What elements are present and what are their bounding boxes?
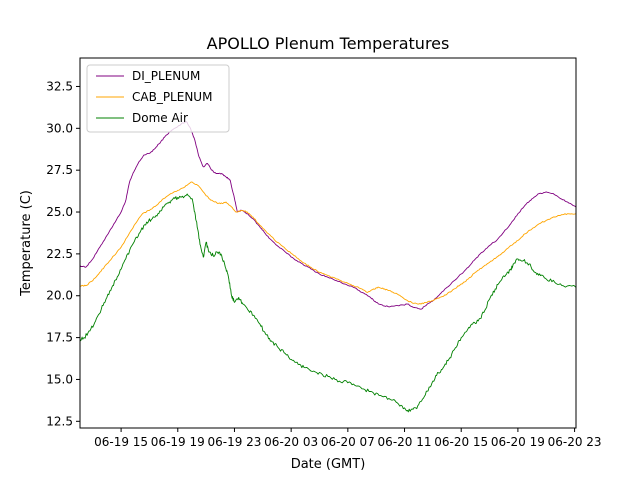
x-tick-label: 06-20 11: [378, 435, 432, 449]
x-axis-label: Date (GMT): [291, 457, 366, 472]
x-tick-label: 06-19 15: [94, 435, 148, 449]
y-axis: 12.5 15.0 17.5 20.0 22.5 25.0 27.5 30.0 32.5: [46, 79, 80, 428]
y-tick-label: 12.5: [46, 414, 73, 428]
legend-label: DI_PLENUM: [132, 69, 200, 83]
plot-frame: [79, 57, 577, 429]
x-tick-label: 06-20 23: [548, 435, 602, 449]
y-tick-label: 17.5: [46, 331, 73, 345]
y-tick-label: 22.5: [46, 247, 73, 261]
y-axis-label: Temperature (C): [19, 190, 34, 297]
x-tick-label: 06-19 19: [151, 435, 205, 449]
y-tick-label: 32.5: [46, 79, 73, 93]
y-tick-label: 15.0: [46, 372, 73, 386]
legend-box: [86, 64, 230, 133]
series-line-cab-plenum: [79, 181, 577, 305]
x-tick-label: 06-19 23: [207, 435, 261, 449]
x-tick-label: 06-20 03: [264, 435, 318, 449]
y-tick-label: 25.0: [46, 205, 73, 219]
x-tick-label: 06-20 07: [321, 435, 375, 449]
series-line-di-plenum: [79, 121, 577, 310]
y-tick-label: 20.0: [46, 289, 73, 303]
series-line-dome-air: [79, 193, 577, 413]
x-axis: 06-19 15 06-19 19 06-19 23 06-20 03 06-20 07…: [94, 428, 602, 449]
chart-title: APOLLO Plenum Temperatures: [207, 34, 450, 53]
series-layer: [79, 121, 577, 413]
y-tick-label: 30.0: [46, 121, 73, 135]
legend-label: Dome Air: [132, 111, 188, 125]
x-tick-label: 06-20 19: [491, 435, 545, 449]
legend: DI_PLENUM CAB_PLENUM Dome Air: [86, 64, 230, 133]
legend-label: CAB_PLENUM: [132, 90, 212, 104]
y-tick-label: 27.5: [46, 163, 73, 177]
x-tick-label: 06-20 15: [434, 435, 488, 449]
